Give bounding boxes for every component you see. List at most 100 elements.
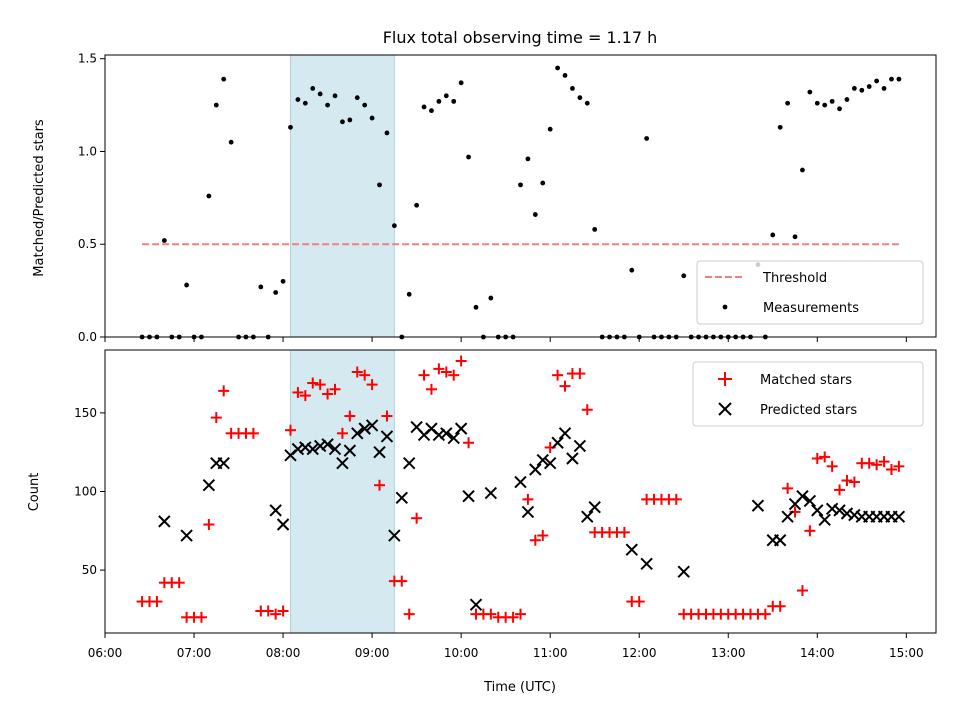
predicted-star-point: [269, 504, 282, 517]
measurement-point: [206, 193, 212, 199]
matched-star-point: [448, 369, 460, 381]
matched-star-point: [195, 611, 207, 623]
predicted-star-point: [803, 494, 817, 508]
legend-predicted-label: Predicted stars: [760, 403, 857, 418]
matched-star-point: [433, 363, 445, 375]
matched-star-point: [210, 412, 222, 424]
x-tick-label: 13:00: [711, 646, 746, 660]
matched-star-point: [796, 585, 808, 597]
matched-star-point: [247, 427, 259, 439]
measurement-point: [302, 100, 308, 106]
measurement-point: [161, 238, 167, 243]
predicted-star-point: [484, 486, 498, 500]
measurement-point: [518, 182, 523, 188]
matched-star-point: [262, 605, 274, 617]
legend-predicted-swatch: [718, 402, 732, 416]
measurement-point: [354, 95, 360, 101]
predicted-star-point: [180, 529, 193, 542]
measurement-point: [436, 98, 442, 104]
predicted-star-point: [677, 565, 690, 578]
measurement-point: [525, 156, 531, 162]
top-y-tick-label: 0.0: [78, 330, 97, 344]
predicted-star-point: [892, 510, 906, 523]
x-tick-label: 10:00: [444, 646, 479, 660]
matched-star-point: [292, 386, 304, 398]
bottom-y-axis-label: Count: [27, 473, 42, 512]
matched-star-point: [871, 459, 883, 471]
predicted-star-point: [313, 439, 327, 453]
predicted-star-point: [351, 427, 364, 440]
measurement-point: [866, 84, 872, 89]
x-tick-label: 09:00: [355, 646, 390, 660]
predicted-star-point: [454, 422, 468, 435]
measurement-point: [340, 119, 345, 125]
matched-star-point: [618, 526, 630, 538]
matched-star-point: [485, 608, 497, 620]
top-ticks: 0.0 0.5 1.0 1.5: [78, 52, 907, 344]
matched-star-point: [759, 608, 771, 620]
measurement-point: [540, 180, 546, 186]
bottom-y-tick-label: 100: [74, 485, 97, 499]
measurement-point: [317, 91, 323, 97]
matched-star-point: [270, 608, 282, 620]
predicted-star-point: [299, 441, 312, 454]
matched-star-point: [826, 460, 838, 472]
predicted-star-point: [365, 419, 379, 432]
predicted-star-point: [573, 439, 587, 453]
top-y-axis-label: Matched/Predicted stars: [32, 119, 47, 277]
matched-star-point: [885, 463, 897, 475]
x-tick-label: 14:00: [800, 646, 835, 660]
matched-star-point: [359, 369, 371, 381]
predicted-star-point: [276, 518, 290, 531]
measurement-point: [213, 102, 219, 108]
matched-star-point: [819, 451, 831, 463]
measurement-point: [273, 290, 279, 295]
predicted-star-point: [773, 534, 787, 547]
matched-star-point: [277, 605, 289, 617]
measurement-point: [369, 115, 375, 121]
legend-threshold-label: Threshold: [762, 271, 827, 286]
measurement-point: [414, 202, 420, 208]
measurement-point: [584, 100, 590, 106]
measurement-point: [310, 85, 316, 91]
predicted-star-point: [536, 453, 549, 467]
measurement-point: [451, 98, 457, 104]
bottom-y-tick-label: 50: [82, 563, 97, 577]
matched-star-point: [151, 596, 163, 608]
predicted-star-point: [796, 490, 809, 503]
measurement-point: [851, 85, 857, 91]
predicted-star-point: [581, 510, 594, 523]
matched-star-point: [878, 456, 890, 468]
measurement-point: [228, 139, 234, 145]
top-plot-frame: [104, 54, 937, 338]
measurement-point: [443, 93, 449, 99]
measurement-point: [837, 106, 842, 112]
predicted-star-point: [217, 456, 230, 470]
matched-star-point: [463, 437, 475, 449]
matched-star-point: [322, 388, 334, 400]
top-legend-box: [696, 260, 924, 325]
legend-matched-label: Matched stars: [760, 373, 852, 388]
predicted-star-point: [551, 436, 564, 449]
matched-star-point: [299, 390, 311, 402]
measurement-point: [800, 167, 805, 173]
measurement-point: [822, 102, 828, 108]
predicted-star-point: [558, 427, 572, 440]
matched-star-point: [574, 368, 586, 380]
measurement-point: [347, 117, 353, 123]
matched-star-point: [841, 474, 853, 486]
matched-star-point: [515, 608, 526, 620]
matched-star-point: [374, 479, 386, 491]
measurement-point: [644, 136, 650, 141]
matched-star-point: [203, 519, 215, 531]
legend-measurements-swatch: [722, 304, 728, 310]
matched-star-point: [336, 427, 348, 439]
predicted-star-point: [781, 510, 794, 523]
predicted-star-point: [566, 452, 579, 465]
matched-star-point: [366, 379, 378, 391]
predicted-stars-points: [158, 419, 906, 611]
matched-star-point: [307, 377, 319, 389]
measurement-point: [807, 89, 813, 95]
measurement-point: [332, 93, 338, 99]
